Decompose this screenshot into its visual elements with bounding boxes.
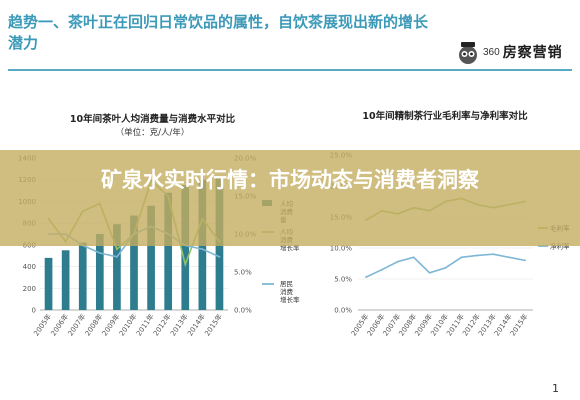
- chart1-y-left-tick: 0: [32, 307, 36, 315]
- chart1-bar: [164, 192, 173, 310]
- chart1-line-point: [98, 252, 101, 254]
- chart1-y-right-tick: 5.0%: [234, 269, 252, 277]
- chart1-legend-label: 增长率: [280, 243, 300, 252]
- chart2-y-tick: 0.0%: [334, 307, 352, 315]
- page-number: 1: [552, 382, 559, 395]
- chart1-bar: [147, 205, 155, 310]
- chart1-bar: [44, 257, 53, 310]
- chart2-line-point: [365, 276, 367, 279]
- chart1-bar: [78, 242, 87, 310]
- chart1-title: 10年间茶叶人均消费量与消费水平对比: [69, 114, 236, 125]
- chart1-y-left-tick: 200: [23, 285, 36, 293]
- chart1-bar: [113, 224, 121, 310]
- chart2-line-point: [444, 266, 447, 269]
- chart2-line-series: [365, 253, 526, 278]
- chart1-line-point: [201, 248, 204, 251]
- chart2-line-point: [412, 256, 415, 259]
- chart1-bar: [61, 250, 70, 310]
- chart2-line-point: [460, 256, 463, 259]
- chart2-line-point: [396, 260, 399, 263]
- chart1-legend-label: 居民: [280, 280, 293, 288]
- chart1-line-point: [116, 255, 118, 258]
- chart2-line-point: [492, 253, 495, 256]
- headline-text: 矿泉水实时行情：市场动态与消费者洞察: [101, 168, 479, 192]
- chart2-title: 10年间精制茶行业毛利率与净利率对比: [362, 111, 528, 122]
- chart2-line-point: [524, 259, 526, 262]
- chart1-subtitle: （单位：克/人/年）: [115, 128, 190, 138]
- owl-mascot-icon: [459, 42, 477, 64]
- chart1-bar: [95, 234, 104, 310]
- chart2-y-tick: 5.0%: [334, 276, 352, 284]
- chart1-legend-label: 消费: [280, 287, 294, 296]
- chart1-legend-label: 增长率: [280, 295, 300, 304]
- chart1-line-point: [218, 255, 221, 258]
- chart2-line-point: [428, 271, 431, 274]
- logo-number: 360: [483, 46, 500, 58]
- header-divider: [8, 69, 572, 71]
- chart1-line-point: [184, 263, 187, 266]
- chart1-y-left-tick: 400: [23, 263, 36, 271]
- headline-banner: [0, 150, 580, 246]
- chart2-y-tick: 10.0%: [330, 245, 353, 253]
- chart1-x-tick: 2015年: [202, 312, 224, 338]
- chart1-y-right-tick: 0.0%: [234, 307, 252, 315]
- logo-text: 房察营销: [502, 45, 563, 61]
- chart1-bar: [130, 215, 138, 310]
- chart2-line-point: [508, 256, 511, 259]
- chart2-line-point: [476, 254, 479, 257]
- chart1-line-point: [116, 248, 118, 251]
- chart2-line-point: [380, 268, 383, 271]
- chart2-legend-label: 净利率: [550, 242, 570, 251]
- logo: 360 房察营销: [456, 38, 574, 66]
- chart1-bar: [181, 185, 190, 310]
- page-title: 趋势一、茶叶正在回归日常饮品的属性，自饮茶展现出新的增长潜力: [8, 13, 429, 52]
